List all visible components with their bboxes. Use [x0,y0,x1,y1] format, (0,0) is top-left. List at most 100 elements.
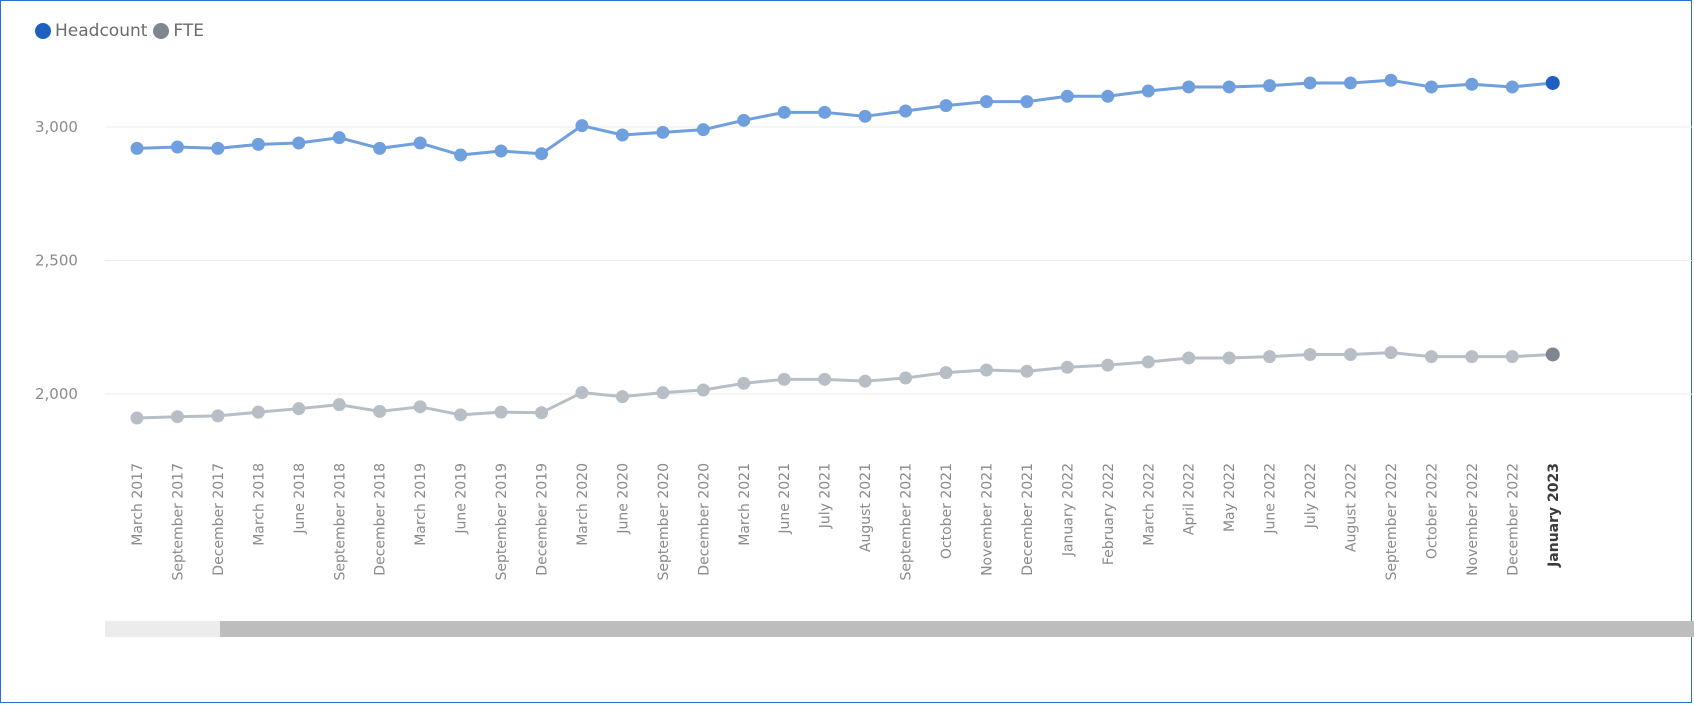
x-tick-label: December 2019 [535,463,551,576]
data-point [1424,80,1438,94]
x-tick-label: June 2018 [292,463,308,535]
data-point [656,125,670,139]
data-point [1465,350,1479,364]
x-tick-label: March 2020 [575,463,591,546]
legend-label-headcount: Headcount [55,21,148,41]
data-point [454,408,468,422]
data-point [1263,79,1277,93]
data-point [211,409,225,423]
legend-swatch-fte [153,23,170,39]
data-point [130,411,144,425]
legend-label-fte: FTE [173,21,205,41]
x-tick-label: March 2017 [130,463,146,546]
data-point [1101,358,1115,372]
data-point [454,148,468,162]
data-point [1020,95,1034,109]
data-point [1020,364,1034,378]
x-tick-label: February 2022 [1101,463,1117,565]
data-point [939,99,953,113]
x-tick-label: October 2022 [1424,463,1440,559]
data-point [1424,350,1438,364]
data-point [777,372,791,386]
series-line-headcount [136,78,1553,157]
data-point [130,141,144,155]
legend-item-headcount[interactable]: Headcount [35,21,147,41]
x-tick-label: September 2019 [494,463,510,580]
x-tick-label: April 2022 [1182,463,1198,535]
x-tick-label: January 2023 [1546,463,1562,568]
x-tick-label: March 2019 [413,463,429,546]
data-point [1545,347,1560,362]
data-point [818,372,832,386]
data-point [413,136,427,150]
x-tick-label: December 2022 [1505,463,1521,576]
data-point [1222,80,1236,94]
x-tick-label: July 2021 [818,463,834,529]
x-tick-label: November 2021 [979,463,995,576]
data-point [292,136,306,150]
data-point [373,404,387,418]
data-point [696,383,710,397]
scrollbar-thumb[interactable] [220,621,1694,637]
x-tick-label: March 2022 [1141,463,1157,546]
data-point [1182,351,1196,365]
legend: Headcount FTE [35,21,204,41]
x-tick-label: September 2022 [1384,463,1400,580]
data-point [1101,89,1115,103]
x-tick-label: September 2017 [170,463,186,580]
data-point [979,95,993,109]
data-point [494,405,508,419]
data-point [535,147,548,161]
data-point [615,128,629,142]
legend-item-fte[interactable]: FTE [153,21,204,41]
data-point [818,105,832,119]
data-point [1303,347,1317,361]
data-point [1465,77,1479,91]
data-point [170,140,184,154]
x-tick-label: August 2022 [1344,463,1360,552]
x-tick-label: May 2022 [1222,463,1238,532]
data-point [1222,351,1236,365]
data-point [1384,346,1398,360]
data-point [737,113,751,127]
data-point [1344,347,1357,361]
x-tick-label: January 2022 [1060,463,1076,557]
data-point [1303,76,1317,90]
data-point [211,141,225,155]
y-tick-label: 2,500 [35,252,78,270]
data-point [1141,355,1155,369]
data-point [979,363,993,377]
data-point [899,371,913,385]
x-tick-label: September 2020 [656,463,672,580]
x-tick-label: June 2020 [615,463,631,535]
legend-swatch-headcount [35,23,51,39]
data-point [1182,80,1196,94]
x-tick-label: August 2021 [858,463,874,552]
x-tick-label: June 2021 [777,463,793,535]
data-point [373,141,387,155]
data-point [535,406,548,420]
data-point [1545,75,1560,90]
data-point [737,376,751,390]
data-point [332,398,346,412]
data-point [575,119,589,133]
data-point [575,386,589,400]
data-point [899,104,913,118]
data-point [1505,80,1519,94]
data-point [413,400,427,414]
data-point [1060,89,1074,103]
data-point [1384,73,1398,87]
y-tick-label: 3,000 [35,118,78,136]
series-line-fte [136,351,1553,420]
x-tick-label: December 2017 [211,463,227,576]
data-point [1141,84,1155,98]
data-point [858,109,872,123]
x-tick-label: June 2019 [454,463,470,535]
x-tick-label: September 2018 [332,463,348,580]
data-point [251,137,265,151]
data-point [777,105,791,119]
x-tick-label: November 2022 [1465,463,1481,576]
data-point [170,410,184,424]
x-tick-label: October 2021 [939,463,955,559]
